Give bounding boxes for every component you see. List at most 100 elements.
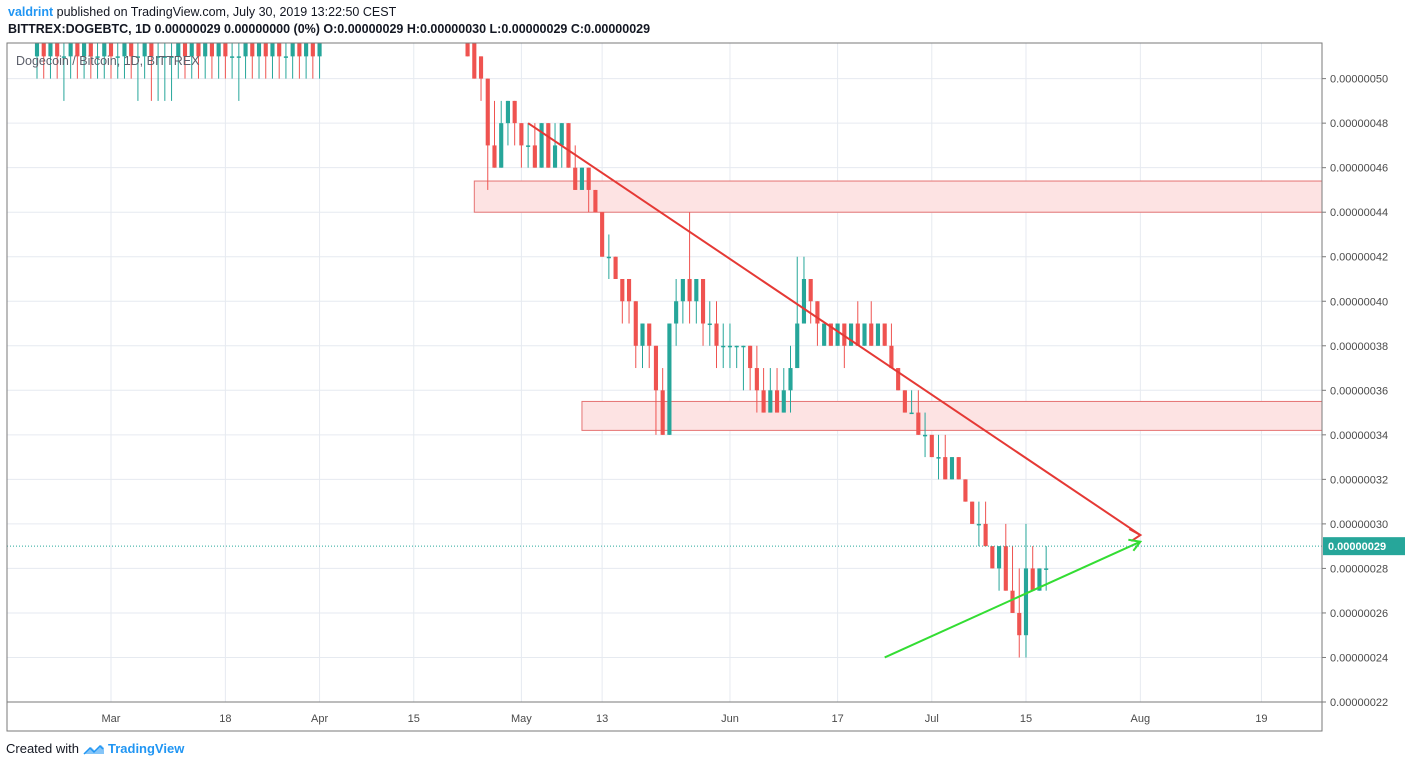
candle-body <box>788 368 793 391</box>
candle <box>909 390 914 415</box>
candle-body <box>182 43 188 57</box>
candle-body <box>566 123 571 168</box>
time-axis-border <box>6 701 1323 732</box>
candle-body <box>485 78 490 146</box>
candle-body <box>1003 546 1008 591</box>
candle-body <box>613 256 618 279</box>
candle-body <box>196 43 201 57</box>
candle <box>943 434 948 480</box>
x-tick-label: Mar <box>102 713 121 725</box>
candle <box>990 546 995 569</box>
candle <box>465 43 470 57</box>
candle-body <box>108 43 114 57</box>
candle-body <box>822 323 827 346</box>
candle-body <box>936 457 941 459</box>
candle <box>189 43 194 79</box>
candle <box>674 278 679 346</box>
candle-body <box>579 167 585 190</box>
candle <box>41 43 46 79</box>
candle-body <box>1030 568 1035 591</box>
candle-body <box>700 278 706 324</box>
candle <box>963 479 968 502</box>
price-axis[interactable]: 0.00000050 0.00000048 0.00000046 0.00000044… <box>1322 74 1405 709</box>
candle <box>48 43 53 79</box>
candle-body <box>956 457 961 480</box>
candle-body <box>687 278 692 302</box>
time-axis[interactable]: Mar 18 Apr 15 May 13 Jun 17 Jul 15 Aug 19 <box>102 713 1268 725</box>
candle-body <box>647 323 652 346</box>
candle-body <box>176 43 181 57</box>
candle <box>855 301 860 346</box>
candle <box>1003 523 1008 591</box>
candle-body <box>290 43 295 57</box>
candle-body <box>828 323 833 346</box>
candle <box>169 43 174 101</box>
candle <box>573 145 578 190</box>
candle-body <box>922 434 928 437</box>
candle-body <box>902 390 907 413</box>
x-tick-label: 15 <box>1020 713 1032 725</box>
candle <box>108 43 114 79</box>
candle-body <box>593 189 598 213</box>
candle <box>61 43 66 101</box>
x-tick-label: Jul <box>925 713 939 725</box>
candle-body <box>774 390 780 413</box>
candle <box>929 434 934 458</box>
candle <box>593 189 598 213</box>
x-tick-label: 18 <box>219 713 231 725</box>
candle <box>519 123 524 168</box>
candle-body <box>230 56 235 58</box>
candle <box>633 301 638 369</box>
candle-body <box>492 145 497 168</box>
candle-body <box>277 43 282 57</box>
candle-body <box>61 56 66 58</box>
candle-body <box>283 56 288 58</box>
candle <box>1017 568 1022 658</box>
candle-body <box>236 56 241 58</box>
candle-body <box>1017 612 1022 636</box>
candle-body <box>297 43 302 57</box>
candle <box>243 43 248 79</box>
y-tick-label: 0.00000042 <box>1330 252 1388 264</box>
candle <box>970 501 975 524</box>
candle-body <box>815 301 820 324</box>
candle <box>34 43 40 79</box>
candle <box>815 301 820 346</box>
candle-body <box>869 323 874 346</box>
candle-body <box>41 43 46 57</box>
y-tick-label: 0.00000034 <box>1330 430 1388 442</box>
ascending-trendline[interactable] <box>884 540 1141 659</box>
candle <box>1030 546 1035 591</box>
candle <box>539 123 544 168</box>
candle-body <box>848 323 854 346</box>
candle <box>532 123 537 168</box>
publish-line: valdrint published on TradingView.com, J… <box>8 4 650 21</box>
candle <box>182 43 188 79</box>
candle <box>122 43 127 79</box>
candle-body <box>82 43 87 57</box>
candle <box>640 323 645 369</box>
y-tick-label: 0.00000032 <box>1330 474 1388 486</box>
candle <box>902 390 907 413</box>
candle <box>795 256 800 369</box>
candle <box>82 43 87 79</box>
candle-body <box>243 43 248 57</box>
candle <box>694 278 699 324</box>
candle <box>485 78 490 190</box>
candle-body <box>768 390 773 413</box>
y-tick-label: 0.00000022 <box>1330 697 1388 709</box>
candle-body <box>943 457 948 480</box>
candle <box>754 345 759 413</box>
y-tick-label: 0.00000048 <box>1330 118 1388 130</box>
candle-body <box>263 43 268 57</box>
candle <box>472 43 477 79</box>
author-link[interactable]: valdrint <box>8 5 54 19</box>
candle-body <box>721 345 726 348</box>
descending-trendline[interactable] <box>527 122 1141 536</box>
candle <box>223 43 228 79</box>
candle-body <box>600 212 605 257</box>
tradingview-brand[interactable]: TradingView <box>83 741 184 756</box>
candle <box>505 100 511 146</box>
candle-body <box>727 345 733 348</box>
